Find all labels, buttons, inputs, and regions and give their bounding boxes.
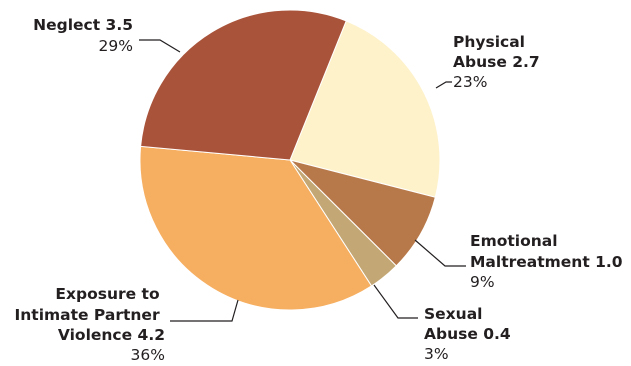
slice-percent-neglect: 29% (99, 37, 133, 55)
pie-slices (139, 9, 441, 311)
slice-label-sexual-abuse: Sexual Abuse 0.4 (424, 305, 511, 343)
leader-line-neglect (139, 39, 181, 53)
slice-label-physical-abuse: Physical Abuse 2.7 (453, 33, 540, 71)
slice-percent-sexual-abuse: 3% (424, 345, 449, 363)
slice-label-neglect: Neglect 3.5 (33, 16, 133, 34)
pie-slice-exposure-to-intimate-partner-violence (139, 145, 373, 311)
slice-label-exposure-to-intimate-partner-violence: Exposure to Intimate Partner Violence 4.… (14, 285, 165, 344)
leader-line-emotional-maltreatment (414, 239, 466, 267)
pie-slice-physical-abuse (289, 20, 441, 198)
pie-slice-neglect (140, 9, 347, 161)
slice-label-emotional-maltreatment: Emotional Maltreatment 1.0 (470, 232, 623, 271)
leader-line-sexual-abuse (373, 284, 418, 319)
slice-percent-exposure-to-intimate-partner-violence: 36% (131, 346, 165, 364)
slice-percent-physical-abuse: 23% (453, 73, 487, 91)
slice-percent-emotional-maltreatment: 9% (470, 273, 495, 291)
leader-line-exposure-to-intimate-partner-violence (170, 299, 239, 322)
leader-lines (139, 39, 466, 322)
leader-line-physical-abuse (435, 81, 452, 89)
